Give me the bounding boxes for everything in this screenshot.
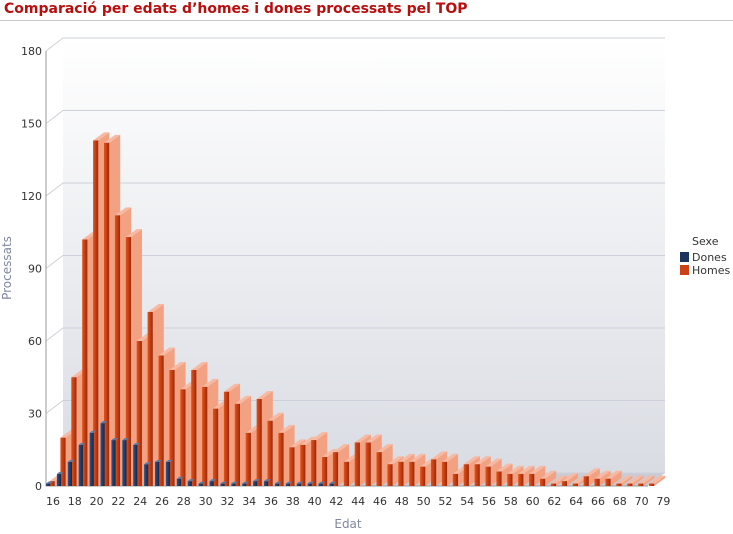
x-tick-label: 24 xyxy=(133,495,147,508)
gridlines xyxy=(45,37,665,487)
bar-dones xyxy=(111,438,119,486)
x-tick-label: 26 xyxy=(155,495,169,508)
bar-homes xyxy=(583,468,600,486)
x-tick-label: 38 xyxy=(286,495,300,508)
gridline xyxy=(45,182,665,197)
x-tick-label: 79 xyxy=(656,495,670,508)
bar-dones xyxy=(253,479,260,486)
x-tick-label: 62 xyxy=(547,495,561,508)
bar-dones xyxy=(165,459,173,486)
bars xyxy=(46,132,666,487)
bar-homes xyxy=(496,463,513,486)
x-tick-label: 52 xyxy=(438,495,452,508)
bar-dones xyxy=(176,476,184,486)
y-tick-label: 180 xyxy=(21,45,42,58)
bar-dones xyxy=(318,481,326,486)
bar-homes xyxy=(529,465,546,486)
bar-homes xyxy=(561,473,578,486)
x-tick-label: 22 xyxy=(111,495,125,508)
bar-homes xyxy=(605,470,622,486)
x-tick-label: 66 xyxy=(591,495,605,508)
bar-dones xyxy=(209,479,217,486)
gridline xyxy=(45,255,665,269)
x-tick-label: 70 xyxy=(635,495,649,508)
bar-dones xyxy=(67,459,75,486)
y-tick-label: 30 xyxy=(28,408,42,421)
bar-dones xyxy=(56,471,64,486)
bar-homes xyxy=(507,465,524,486)
bar-homes xyxy=(518,465,535,486)
bar-dones xyxy=(100,421,108,486)
bar-dones xyxy=(133,442,140,486)
bar-dones xyxy=(307,481,315,486)
bar-homes xyxy=(627,475,644,486)
bar-dones xyxy=(220,481,228,486)
legend-title: Sexe xyxy=(692,235,719,248)
bar-dones xyxy=(89,430,97,486)
bar-dones xyxy=(242,481,249,486)
x-tick-label: 46 xyxy=(373,495,387,508)
legend-swatch xyxy=(680,252,689,262)
bar-dones xyxy=(122,438,129,486)
x-tick-label: 50 xyxy=(417,495,431,508)
x-tick-label: 16 xyxy=(46,495,60,508)
y-tick-label: 120 xyxy=(21,190,42,203)
x-tick-label: 28 xyxy=(177,495,191,508)
x-tick-label: 36 xyxy=(264,495,278,508)
title-divider xyxy=(0,20,733,21)
bar-dones xyxy=(78,442,86,486)
x-tick-label: 44 xyxy=(351,495,365,508)
x-tick-label: 68 xyxy=(613,495,627,508)
bar-dones xyxy=(329,481,337,486)
gridline xyxy=(45,37,665,52)
legend-entry: Dones xyxy=(692,251,727,264)
bar-dones xyxy=(285,481,293,486)
x-tick-label: 42 xyxy=(329,495,343,508)
chart-title: Comparació per edats d’homes i dones pro… xyxy=(4,1,468,17)
x-tick-label: 34 xyxy=(242,495,256,508)
bar-dones xyxy=(46,481,53,486)
y-tick-labels: 0 30 60 90 120 150 180 xyxy=(21,45,42,493)
x-tick-label: 56 xyxy=(482,495,496,508)
x-axis-title: Edat xyxy=(334,517,362,531)
bar-dones xyxy=(264,479,271,486)
bar-homes xyxy=(540,470,557,486)
legend-entry: Homes xyxy=(692,264,730,277)
y-tick-label: 0 xyxy=(35,480,42,493)
bar-dones xyxy=(144,462,151,486)
bar-dones xyxy=(274,481,282,486)
y-axis-title: Processats xyxy=(0,236,14,300)
y-tick-label: 60 xyxy=(28,335,42,348)
x-tick-label: 64 xyxy=(569,495,583,508)
gridline xyxy=(45,110,665,124)
x-tick-label: 32 xyxy=(220,495,234,508)
legend-swatch xyxy=(680,265,689,275)
bar-dones xyxy=(231,481,238,486)
x-tick-label: 54 xyxy=(460,495,474,508)
y-tick-label: 90 xyxy=(28,263,42,276)
bar-homes xyxy=(649,475,666,486)
y-tick-label: 150 xyxy=(21,118,42,131)
bar-homes xyxy=(594,470,611,486)
bar-homes xyxy=(616,475,633,486)
bar-dones xyxy=(296,481,304,486)
x-tick-label: 58 xyxy=(504,495,518,508)
x-tick-label: 40 xyxy=(308,495,322,508)
x-tick-label: 60 xyxy=(526,495,540,508)
bar-dones xyxy=(187,479,195,486)
x-tick-label: 48 xyxy=(395,495,409,508)
bar-dones xyxy=(198,481,206,486)
gridline xyxy=(45,327,665,342)
x-tick-labels: 16 18 20 22 24 26 28 30 32 34 36 38 40 42 44 46 48 50 52 54… xyxy=(46,495,670,508)
x-tick-label: 30 xyxy=(199,495,213,508)
bar-homes xyxy=(638,475,655,486)
x-tick-label: 18 xyxy=(68,495,82,508)
bar-dones xyxy=(155,459,162,486)
gridline xyxy=(45,400,665,414)
x-tick-label: 20 xyxy=(90,495,104,508)
bar-homes xyxy=(550,475,568,486)
